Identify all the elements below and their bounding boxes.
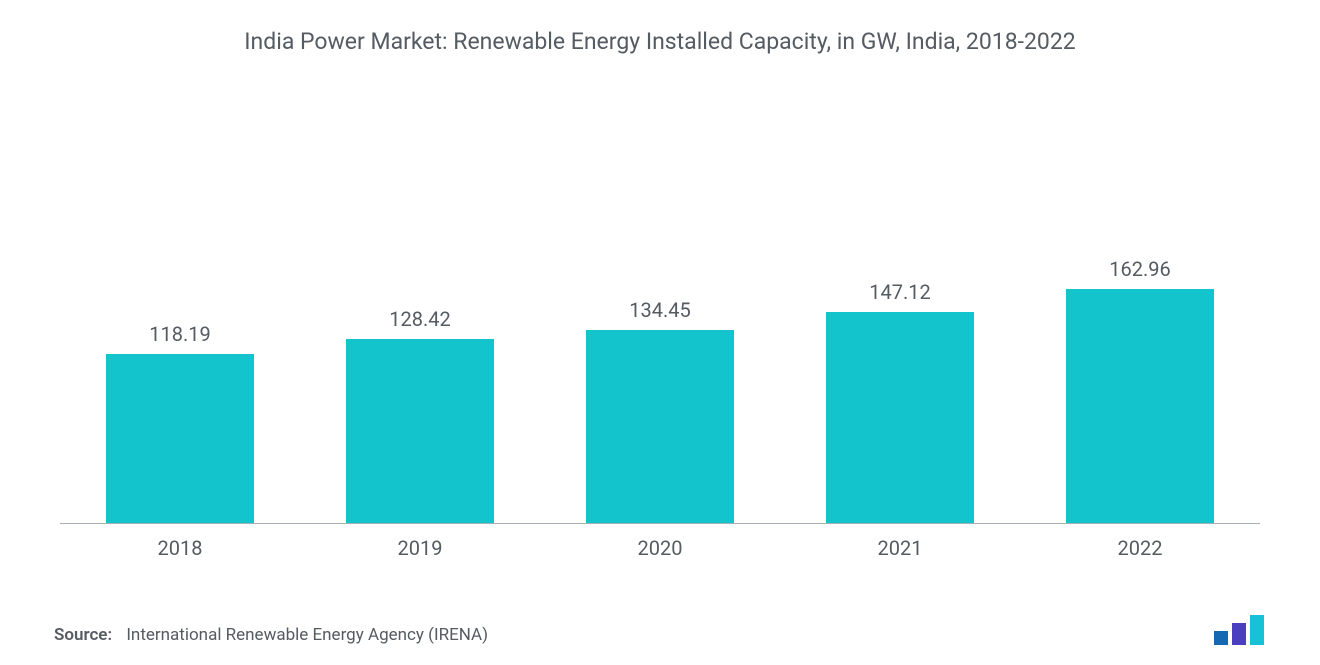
source-line: Source: International Renewable Energy A… [54, 625, 488, 645]
chart-title: India Power Market: Renewable Energy Ins… [50, 28, 1270, 55]
logo-bar [1250, 615, 1264, 645]
bar-slot: 147.12 [780, 65, 1020, 523]
bar-value-label: 118.19 [149, 322, 210, 346]
bar-value-label: 128.42 [389, 307, 450, 331]
bar-value-label: 134.45 [629, 298, 690, 322]
bar-slot: 162.96 [1020, 65, 1260, 523]
bar-value-label: 162.96 [1109, 257, 1170, 281]
x-axis-labels: 2018 2019 2020 2021 2022 [60, 536, 1260, 560]
bar [106, 354, 254, 523]
chart-footer: Source: International Renewable Energy A… [50, 615, 1270, 645]
x-axis-label: 2018 [60, 536, 300, 560]
bar [346, 339, 494, 523]
bar [826, 312, 974, 523]
logo-bar [1214, 631, 1228, 645]
chart-container: India Power Market: Renewable Energy Ins… [0, 0, 1320, 665]
bar [586, 330, 734, 523]
x-axis-label: 2021 [780, 536, 1020, 560]
bar-slot: 134.45 [540, 65, 780, 523]
x-axis-label: 2022 [1020, 536, 1260, 560]
bars-row: 118.19 128.42 134.45 147.12 162.96 [60, 65, 1260, 523]
brand-logo-icon [1214, 615, 1266, 645]
bar [1066, 289, 1214, 523]
plot-area: 118.19 128.42 134.45 147.12 162.96 [60, 65, 1260, 524]
bar-slot: 118.19 [60, 65, 300, 523]
logo-bar [1232, 623, 1246, 645]
x-axis-label: 2019 [300, 536, 540, 560]
source-label: Source: [54, 625, 112, 645]
bar-slot: 128.42 [300, 65, 540, 523]
bar-value-label: 147.12 [869, 280, 930, 304]
x-axis-label: 2020 [540, 536, 780, 560]
source-text: International Renewable Energy Agency (I… [126, 625, 488, 645]
